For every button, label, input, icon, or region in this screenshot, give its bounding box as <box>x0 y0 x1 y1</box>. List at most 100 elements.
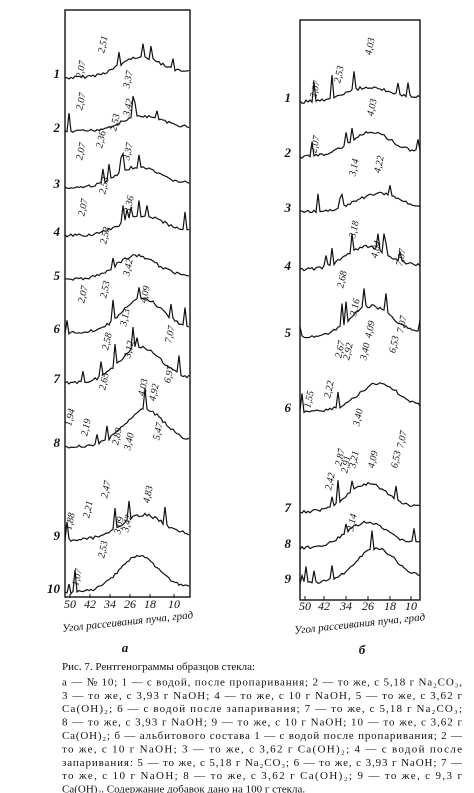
curve-number: 6 <box>285 400 292 415</box>
trace <box>299 288 421 339</box>
curve-number: 1 <box>285 90 292 105</box>
peak-label: 3,13 <box>118 308 133 328</box>
trace <box>299 71 421 104</box>
caption-line: то же, с 10 г NaOH; 3 — то же, с 3,62 г … <box>62 743 462 755</box>
peak-label: 2,53 <box>97 176 111 195</box>
curve-number: 6 <box>54 321 61 336</box>
panel-letter: а <box>122 640 129 655</box>
peak-label: 4,22 <box>372 155 386 174</box>
peak-label: 1,55 <box>302 390 316 409</box>
curve-number: 9 <box>54 528 61 543</box>
peak-label: 2,65 <box>97 372 111 391</box>
peak-label: 6,53 <box>387 335 401 354</box>
curve-number: 7 <box>54 371 61 386</box>
peak-label: 2,42 <box>323 472 337 491</box>
peak-label: 6,53 <box>389 450 403 469</box>
axis-label: Угол рассеивания пуча, град <box>62 609 194 635</box>
curve-number: 2 <box>53 120 61 135</box>
trace <box>299 480 421 514</box>
curve-number: 4 <box>53 224 61 239</box>
peak-label: 2,07 <box>74 59 89 79</box>
peak-label: 2,07 <box>76 197 91 217</box>
peak-label: 3,42 <box>121 98 136 118</box>
peak-label: 5,47 <box>151 421 166 441</box>
peak-label: 3,16 <box>348 298 363 318</box>
caption-line: запаривания: 5 — то же, с 5,18 г Na₂CO₃;… <box>62 757 463 769</box>
trace <box>64 287 190 336</box>
peak-label: 4,03 <box>136 378 150 397</box>
peak-label: 3,40 <box>122 432 137 452</box>
curve-number: 1 <box>54 66 61 81</box>
peak-label: 3,42 <box>120 514 135 534</box>
peak-label: 2,67 <box>333 339 348 359</box>
curve-number: 4 <box>284 258 292 273</box>
peak-label: 2,51 <box>96 35 110 54</box>
tick-label: 10 <box>168 597 180 611</box>
trace <box>64 327 190 385</box>
tick-label: 26 <box>362 599 374 613</box>
peak-label: 3,09 <box>112 516 127 536</box>
trace <box>299 530 421 585</box>
caption-line: Ca(OH)₂. Содержание добавок дано на 100 … <box>62 784 305 793</box>
peak-label: 4,09 <box>138 285 152 304</box>
trace <box>300 185 421 214</box>
peak-label: 2,07 <box>74 91 89 111</box>
peak-label: 3,14 <box>347 158 362 178</box>
tick-label: 34 <box>103 597 116 611</box>
peak-label: 2,36 <box>94 130 108 149</box>
trace <box>64 200 189 238</box>
tick-label: 42 <box>318 599 330 613</box>
peak-label: 2,21 <box>81 500 95 519</box>
peak-label: 4,09 <box>366 450 380 469</box>
tick-label: 18 <box>144 597 156 611</box>
peak-label: 3,21 <box>347 450 362 470</box>
peak-label: 2,07 <box>74 141 89 161</box>
peak-label: 2,53 <box>96 540 110 559</box>
tick-label: 26 <box>124 597 136 611</box>
peak-label: 6,97 <box>162 364 177 384</box>
peak-label: 4,03 <box>365 98 379 117</box>
peak-label: 7,07 <box>395 429 410 449</box>
caption-line: Ca(OH)₂; б — альбитового состава 1 — с в… <box>62 730 463 742</box>
peak-label: 2,92 <box>341 342 355 361</box>
curve-number: 10 <box>47 581 61 596</box>
peak-label: 7,07 <box>163 324 178 344</box>
trace <box>299 520 421 550</box>
peak-label: 2,19 <box>79 418 93 437</box>
panel-letter: б <box>359 642 366 657</box>
peak-label: 2,68 <box>335 270 349 289</box>
caption-line: Ca(OH)₂; 6 — с водой после запаривания; … <box>62 703 462 715</box>
trace <box>299 233 421 272</box>
curve-number: 2 <box>284 145 292 160</box>
peak-label: 2,47 <box>99 479 114 499</box>
caption-line: 3 — то же, с 3,93 г NaOH; 4 — то же, с 1… <box>62 690 462 702</box>
caption-line: то же, с 10 г NaOH; 8 — то же, с 3,62 г … <box>62 770 462 782</box>
tick-label: 10 <box>405 599 417 613</box>
peak-label: 2,89 <box>110 427 124 446</box>
tick-label: 18 <box>384 599 396 613</box>
tick-label: 50 <box>64 597 76 611</box>
peak-label: 3,42 <box>121 258 136 278</box>
peak-label: 4,83 <box>141 485 155 504</box>
trace <box>64 554 190 596</box>
curve-number: 7 <box>285 500 292 515</box>
caption-line: 8 — то же, с 3,93 г NaOH; 9 — то же, с 1… <box>62 717 462 729</box>
peak-label: 2,22 <box>322 380 336 399</box>
curve-number: 5 <box>54 268 61 283</box>
peak-label: 3,18 <box>347 220 362 240</box>
trace <box>64 500 190 542</box>
curve-number: 8 <box>285 536 292 551</box>
curve-number: 3 <box>53 176 61 191</box>
peak-label: 2,07 <box>76 284 91 304</box>
tick-label: 50 <box>299 599 311 613</box>
peak-label: 7,07 <box>395 314 410 334</box>
curve-number: 3 <box>284 200 292 215</box>
curve-number: 9 <box>285 571 292 586</box>
peak-label: 2,07 <box>308 134 323 154</box>
peak-label: 1,88 <box>63 512 77 531</box>
curve-number: 5 <box>285 325 292 340</box>
trace <box>299 128 421 159</box>
trace <box>299 382 421 414</box>
peak-label: 3,14 <box>345 513 360 533</box>
